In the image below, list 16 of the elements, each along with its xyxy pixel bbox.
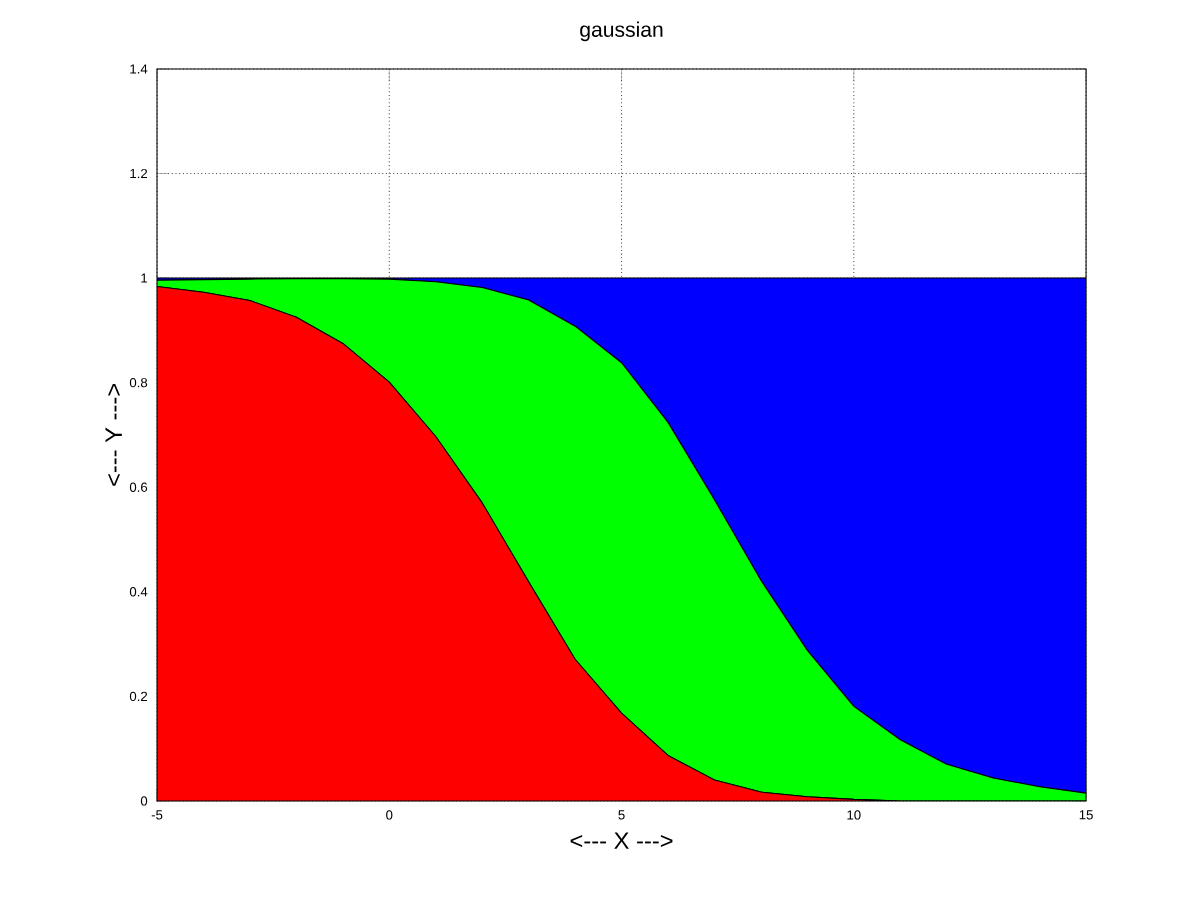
y-tick-label: 1 (141, 273, 148, 283)
x-tick-label: 0 (386, 810, 393, 820)
y-tick-label: 0.6 (129, 482, 148, 492)
y-tick-label: 1.4 (130, 64, 148, 74)
y-tick-label: 0.2 (129, 691, 148, 702)
chart-title: gaussian (580, 21, 663, 42)
y-tick-label: 1.2 (130, 168, 148, 179)
x-tick-label: 15 (1079, 810, 1093, 820)
y-tick-label: 0.8 (129, 377, 148, 388)
x-axis-title: <--- X ---> (570, 832, 673, 849)
y-axis-title: <--- Y ---> (105, 384, 122, 486)
y-tick-label: 0 (140, 796, 148, 806)
x-tick-label: 10 (847, 810, 861, 820)
x-tick-label: -5 (151, 810, 163, 820)
x-tick-label: 5 (618, 810, 625, 820)
y-tick-label: 0.4 (129, 587, 148, 597)
